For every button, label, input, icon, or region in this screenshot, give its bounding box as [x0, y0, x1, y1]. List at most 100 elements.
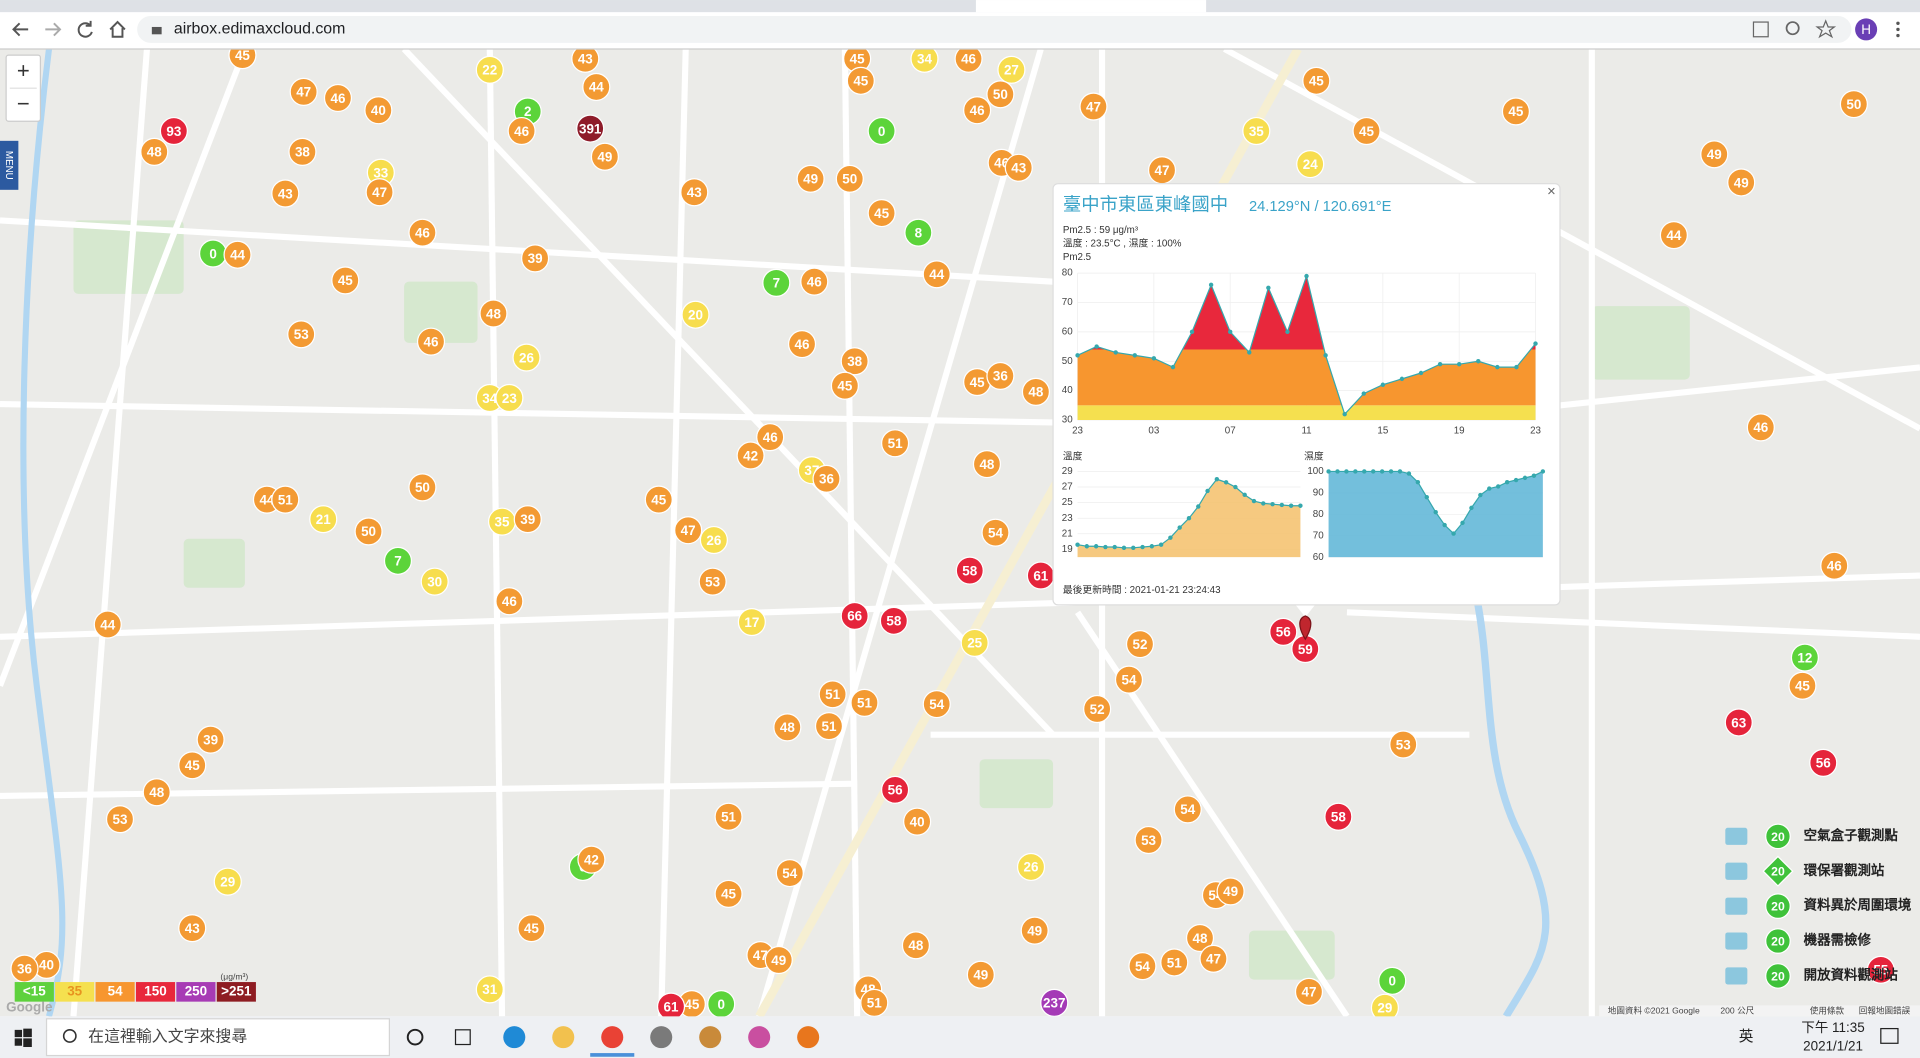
marker-value[interactable]: 34	[482, 391, 497, 406]
marker-value[interactable]: 45	[853, 74, 868, 89]
marker-value[interactable]: 24	[1303, 157, 1318, 172]
home-button[interactable]	[109, 20, 126, 38]
marker-value[interactable]: 51	[857, 696, 872, 711]
station-marker[interactable]: 54	[922, 690, 951, 719]
marker-value[interactable]: 237	[1043, 996, 1065, 1011]
station-marker[interactable]: 47	[1294, 977, 1324, 1006]
marker-value[interactable]: 55	[1873, 963, 1888, 978]
station-marker[interactable]: 66	[840, 601, 869, 631]
marker-dot[interactable]	[142, 778, 171, 807]
marker-value[interactable]: 0	[209, 246, 216, 261]
star-icon[interactable]	[1815, 19, 1837, 39]
marker-value[interactable]: 53	[1141, 833, 1156, 848]
marker-value[interactable]: 42	[584, 852, 599, 867]
marker-value[interactable]: 29	[1377, 1001, 1392, 1016]
marker-dot[interactable]	[922, 690, 951, 719]
station-marker[interactable]: 53	[1389, 730, 1418, 759]
marker-dot[interactable]	[1389, 730, 1418, 759]
marker-dot[interactable]	[1296, 150, 1325, 179]
station-marker[interactable]: 26	[699, 525, 728, 555]
station-marker[interactable]: 49	[1700, 140, 1729, 169]
station-marker[interactable]: 45	[714, 879, 743, 908]
marker-value[interactable]: 0	[717, 997, 724, 1012]
marker-value[interactable]: 49	[1027, 923, 1042, 938]
marker-dot[interactable]	[812, 464, 841, 493]
marker-value[interactable]: 40	[39, 958, 54, 973]
station-marker[interactable]: 46	[954, 44, 983, 73]
marker-value[interactable]: 43	[687, 185, 702, 200]
marker-value[interactable]: 50	[1846, 97, 1861, 112]
taskbar-app[interactable]	[503, 1026, 526, 1049]
marker-dot[interactable]	[1216, 877, 1245, 906]
marker-dot[interactable]	[1790, 643, 1819, 672]
station-marker[interactable]: 21	[309, 505, 338, 534]
station-marker[interactable]: 44	[582, 72, 611, 102]
station-marker[interactable]: 45	[644, 485, 673, 514]
station-marker[interactable]: 45	[1302, 66, 1331, 95]
marker-value[interactable]: 21	[316, 512, 331, 527]
marker-dot[interactable]	[714, 802, 743, 831]
station-marker[interactable]: 27	[997, 55, 1026, 84]
marker-dot[interactable]	[178, 751, 207, 780]
popup-close[interactable]: ×	[1547, 184, 1556, 200]
map-terms[interactable]: 使用條款	[1810, 1005, 1845, 1016]
station-marker[interactable]: 0	[707, 990, 736, 1019]
station-marker[interactable]: 0	[1378, 966, 1407, 995]
station-marker[interactable]: 44	[93, 610, 122, 639]
marker-value[interactable]: 54	[988, 525, 1003, 540]
station-marker[interactable]: 44	[1659, 221, 1688, 250]
marker-dot[interactable]	[354, 517, 383, 546]
marker-dot[interactable]	[1114, 665, 1144, 694]
marker-dot[interactable]	[818, 680, 847, 709]
marker-dot[interactable]	[271, 485, 300, 514]
station-marker[interactable]: 35	[487, 507, 517, 536]
station-marker[interactable]: 49	[590, 142, 619, 171]
marker-dot[interactable]	[840, 601, 869, 631]
marker-value[interactable]: 12	[1797, 650, 1812, 665]
marker-value[interactable]: 63	[1731, 715, 1746, 730]
marker-value[interactable]: 59	[1298, 642, 1313, 657]
station-marker[interactable]: 49	[1216, 877, 1245, 906]
marker-dot[interactable]	[1173, 795, 1202, 824]
marker-dot[interactable]	[364, 96, 393, 125]
marker-value[interactable]: 45	[850, 52, 865, 67]
station-marker[interactable]: 52	[1125, 630, 1155, 659]
marker-dot[interactable]	[408, 218, 437, 247]
ime-indicator[interactable]: 英	[1739, 1027, 1754, 1045]
marker-value[interactable]: 44	[259, 492, 274, 507]
station-marker[interactable]: 29	[1370, 993, 1399, 1022]
marker-value[interactable]: 40	[910, 814, 925, 829]
marker-value[interactable]: 33	[373, 165, 388, 180]
station-marker[interactable]: 55	[1866, 955, 1895, 984]
marker-value[interactable]: 44	[929, 267, 944, 282]
marker-dot[interactable]	[213, 867, 242, 896]
marker-dot[interactable]	[93, 610, 122, 639]
station-marker[interactable]: 45	[331, 266, 360, 295]
marker-value[interactable]: 30	[427, 574, 442, 589]
marker-dot[interactable]	[323, 83, 353, 113]
station-marker[interactable]: 31	[475, 975, 504, 1004]
marker-value[interactable]: 2	[524, 104, 531, 119]
marker-dot[interactable]	[762, 268, 791, 297]
marker-dot[interactable]	[714, 879, 743, 908]
marker-dot[interactable]	[105, 805, 135, 834]
station-marker[interactable]: 63	[1724, 708, 1753, 737]
marker-value[interactable]: 44	[1666, 228, 1681, 243]
marker-value[interactable]: 45	[684, 997, 699, 1012]
marker-value[interactable]: 36	[993, 369, 1008, 384]
marker-dot[interactable]	[1700, 140, 1729, 169]
marker-dot[interactable]	[1242, 116, 1271, 146]
marker-dot[interactable]	[1378, 966, 1407, 995]
station-marker[interactable]: 51	[1160, 948, 1189, 977]
marker-value[interactable]: 39	[528, 251, 543, 266]
station-marker[interactable]: 58	[955, 556, 984, 585]
marker-value[interactable]: 391	[579, 121, 602, 136]
menu-label[interactable]: MENU	[3, 151, 14, 180]
marker-dot[interactable]	[1324, 802, 1353, 831]
marker-dot[interactable]	[1016, 852, 1046, 882]
marker-value[interactable]: 46	[807, 274, 822, 289]
station-marker[interactable]: 44	[223, 240, 252, 269]
station-marker[interactable]: 93	[159, 116, 188, 146]
marker-value[interactable]: 7	[773, 276, 780, 291]
marker-dot[interactable]	[1352, 116, 1381, 146]
